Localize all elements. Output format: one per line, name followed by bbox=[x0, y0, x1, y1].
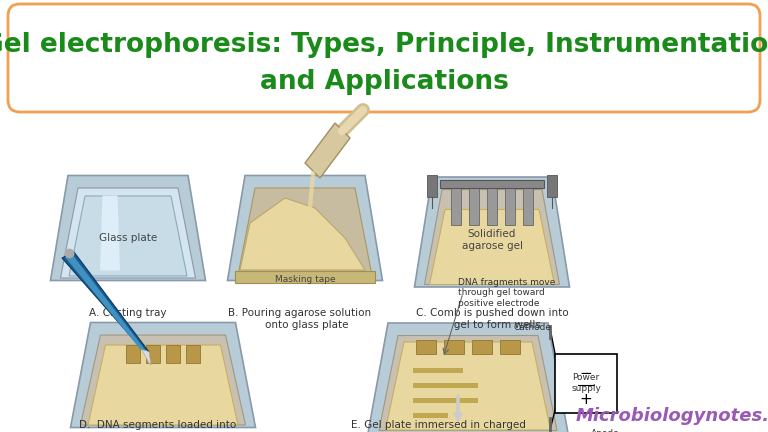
Text: Gel electrophoresis: Types, Principle, Instrumentation: Gel electrophoresis: Types, Principle, I… bbox=[0, 32, 768, 58]
Bar bbox=[413, 398, 458, 403]
Bar bbox=[523, 187, 533, 225]
Text: +: + bbox=[580, 391, 592, 407]
Bar bbox=[438, 368, 463, 373]
Polygon shape bbox=[305, 123, 350, 178]
Polygon shape bbox=[237, 188, 372, 278]
Bar bbox=[487, 187, 497, 225]
Text: Anode: Anode bbox=[591, 429, 620, 432]
Bar bbox=[413, 368, 443, 373]
Bar bbox=[547, 175, 557, 197]
Text: Solidified
agarose gel: Solidified agarose gel bbox=[462, 229, 522, 251]
Polygon shape bbox=[61, 188, 196, 278]
Bar bbox=[413, 383, 463, 388]
Bar bbox=[416, 340, 436, 354]
Text: Cathode: Cathode bbox=[514, 324, 552, 333]
Polygon shape bbox=[81, 335, 246, 425]
Bar bbox=[126, 345, 140, 363]
Bar bbox=[458, 398, 478, 403]
Text: D.  DNA segments loaded into
     wells with micropipette: D. DNA segments loaded into wells with m… bbox=[79, 420, 237, 432]
Polygon shape bbox=[62, 252, 149, 352]
Text: C. Comb is pushed down into
   gel to form wells: C. Comb is pushed down into gel to form … bbox=[415, 308, 568, 330]
Text: E. Gel plate immersed in charged
    buffer solution: E. Gel plate immersed in charged buffer … bbox=[350, 420, 525, 432]
Text: B. Pouring agarose solution
    onto glass plate: B. Pouring agarose solution onto glass p… bbox=[228, 308, 372, 330]
Bar bbox=[451, 187, 461, 225]
Bar bbox=[505, 187, 515, 225]
Bar bbox=[413, 413, 448, 418]
Text: Masking tape: Masking tape bbox=[275, 274, 336, 283]
Text: Power
supply: Power supply bbox=[571, 373, 601, 393]
Bar bbox=[440, 180, 544, 188]
FancyBboxPatch shape bbox=[8, 4, 760, 112]
Polygon shape bbox=[425, 190, 560, 285]
Text: Microbiologynotes.org: Microbiologynotes.org bbox=[576, 407, 768, 425]
Bar bbox=[469, 187, 479, 225]
Polygon shape bbox=[429, 210, 554, 285]
Bar bbox=[472, 340, 492, 354]
Bar bbox=[235, 271, 375, 283]
Bar bbox=[166, 345, 180, 363]
Bar bbox=[444, 340, 464, 354]
Polygon shape bbox=[386, 342, 551, 430]
FancyBboxPatch shape bbox=[555, 353, 617, 413]
Bar bbox=[427, 175, 437, 197]
Polygon shape bbox=[69, 196, 187, 276]
Polygon shape bbox=[227, 175, 382, 280]
Polygon shape bbox=[71, 323, 256, 428]
Polygon shape bbox=[240, 198, 365, 270]
Text: Glass plate: Glass plate bbox=[99, 233, 157, 243]
Polygon shape bbox=[65, 254, 146, 351]
Text: and Applications: and Applications bbox=[260, 69, 508, 95]
Polygon shape bbox=[368, 323, 568, 432]
Polygon shape bbox=[88, 345, 238, 425]
Text: DNA fragments move
through gel toward
positive electrode: DNA fragments move through gel toward po… bbox=[458, 278, 555, 308]
Bar bbox=[500, 340, 520, 354]
Text: −: − bbox=[580, 365, 592, 381]
Polygon shape bbox=[100, 196, 120, 270]
Text: A. Casting tray: A. Casting tray bbox=[89, 308, 167, 318]
Polygon shape bbox=[51, 175, 206, 280]
Polygon shape bbox=[415, 177, 570, 287]
Bar bbox=[186, 345, 200, 363]
Polygon shape bbox=[379, 336, 557, 431]
Bar bbox=[448, 383, 478, 388]
Bar bbox=[146, 345, 160, 363]
Polygon shape bbox=[141, 348, 151, 365]
